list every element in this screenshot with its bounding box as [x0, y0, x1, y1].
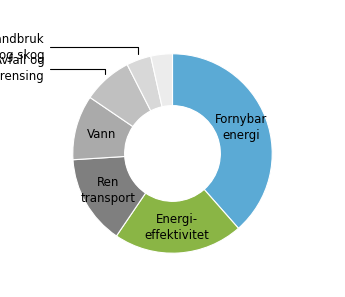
Wedge shape: [117, 189, 238, 253]
Wedge shape: [73, 97, 133, 160]
Wedge shape: [172, 54, 272, 228]
Wedge shape: [90, 65, 151, 127]
Wedge shape: [73, 157, 146, 236]
Text: Fornybar
energi: Fornybar energi: [215, 113, 268, 142]
Circle shape: [125, 106, 220, 201]
Text: Landbruk
og skog: Landbruk og skog: [0, 33, 138, 62]
Wedge shape: [127, 56, 162, 111]
Text: Vann: Vann: [87, 127, 116, 140]
Text: Klima-
endringer: Klima- endringer: [142, 137, 203, 167]
Text: Ren
transport: Ren transport: [81, 176, 136, 205]
Wedge shape: [151, 54, 172, 107]
Text: Avfall og
forurensing: Avfall og forurensing: [0, 54, 105, 83]
Text: Energi-
effektivitet: Energi- effektivitet: [145, 213, 209, 242]
